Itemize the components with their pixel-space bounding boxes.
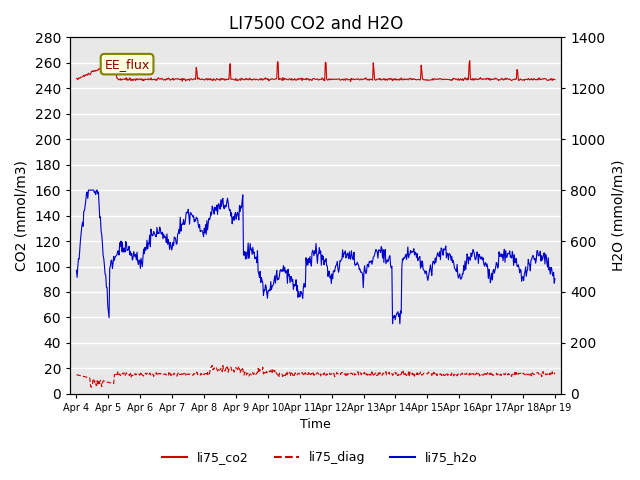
Y-axis label: CO2 (mmol/m3): CO2 (mmol/m3) — [15, 160, 29, 271]
X-axis label: Time: Time — [300, 419, 331, 432]
Text: EE_flux: EE_flux — [104, 58, 150, 71]
Title: LI7500 CO2 and H2O: LI7500 CO2 and H2O — [228, 15, 403, 33]
Legend: li75_co2, li75_diag, li75_h2o: li75_co2, li75_diag, li75_h2o — [157, 446, 483, 469]
Y-axis label: H2O (mmol/m3): H2O (mmol/m3) — [611, 160, 625, 271]
